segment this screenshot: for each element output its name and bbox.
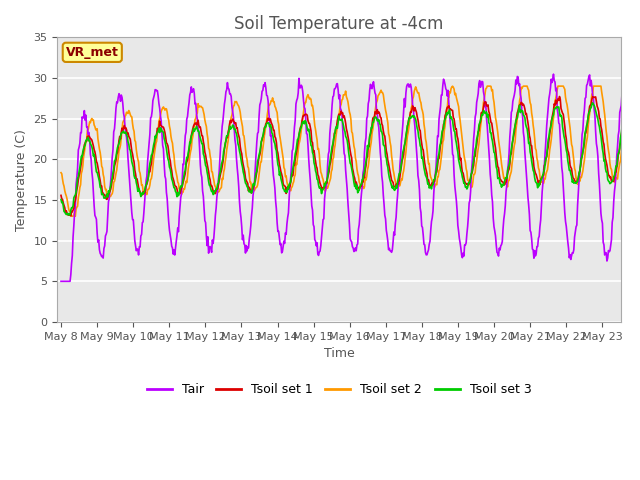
X-axis label: Time: Time: [324, 347, 355, 360]
Title: Soil Temperature at -4cm: Soil Temperature at -4cm: [234, 15, 444, 33]
Text: VR_met: VR_met: [66, 46, 119, 59]
Y-axis label: Temperature (C): Temperature (C): [15, 129, 28, 230]
Legend: Tair, Tsoil set 1, Tsoil set 2, Tsoil set 3: Tair, Tsoil set 1, Tsoil set 2, Tsoil se…: [141, 378, 536, 401]
